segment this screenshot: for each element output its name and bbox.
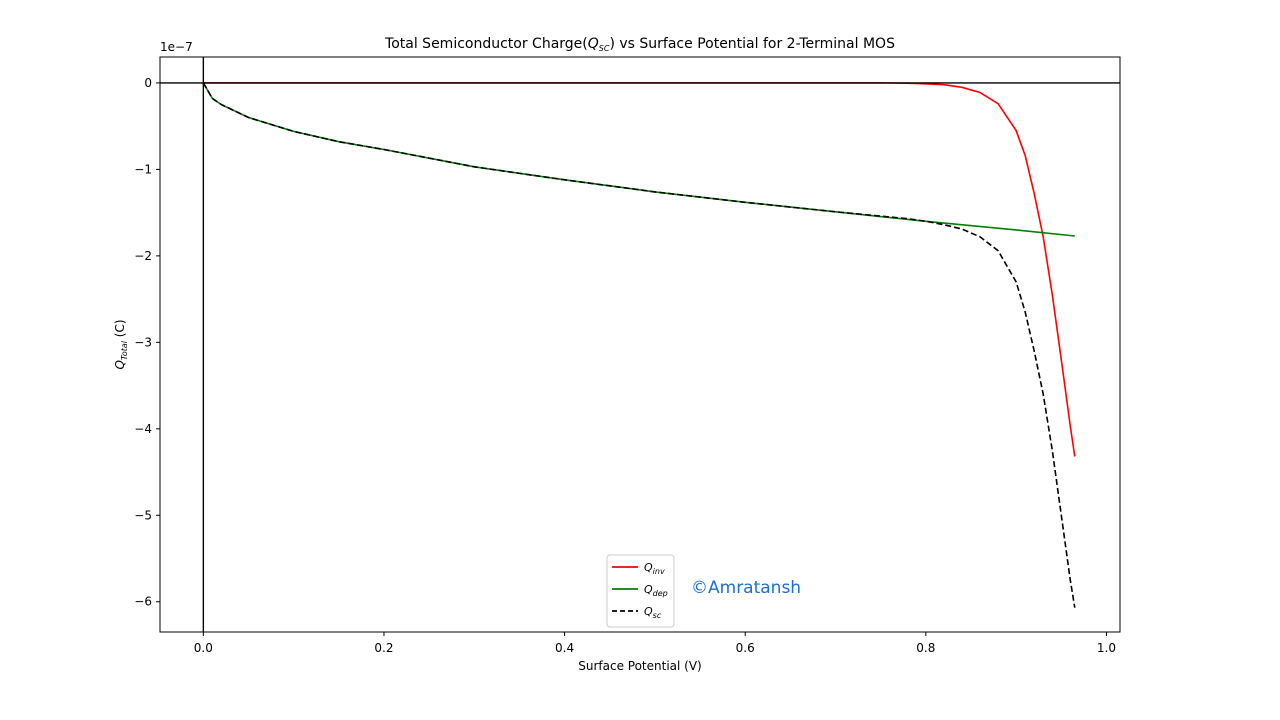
legend-box (606, 554, 675, 628)
x-tick-label: 1.0 (1097, 641, 1116, 655)
plot-frame (159, 56, 1121, 633)
chart-title: Total Semiconductor Charge(QSC) vs Surfa… (384, 36, 895, 53)
y-axis-label-var: Q (113, 360, 127, 369)
legend-items: Qinv Qdep Qsc (612, 561, 668, 620)
x-axis-label: Surface Potential (V) (578, 659, 702, 673)
chart-title-var: Q (588, 36, 599, 52)
chart-title-sub: SC (599, 44, 610, 53)
legend-label-sc: Qsc (644, 605, 662, 620)
chart-title-main: Total Semiconductor Charge( (384, 36, 588, 52)
y-axis-label-rest: (C) (113, 319, 127, 341)
legend-label-inv: Qinv (644, 561, 665, 576)
x-tick-label: 0.6 (736, 641, 755, 655)
y-tick-label: −1 (134, 162, 152, 176)
y-offset-text: 1e−7 (160, 40, 193, 54)
y-tick-label: 0 (144, 76, 152, 90)
series-line-sc (202, 82, 1076, 608)
legend: Qinv Qdep Qsc (606, 554, 675, 628)
x-tick-label: 0.2 (374, 641, 393, 655)
watermark: ©Amratansh (691, 578, 801, 598)
x-tick-label: 0.0 (194, 641, 213, 655)
x-axis-ticks: 0.0 0.2 0.4 0.6 0.8 1.0 (194, 632, 1116, 655)
y-axis-label: QTotal (C) (113, 319, 129, 369)
chart-title-rest: ) vs Surface Potential for 2-Terminal MO… (609, 36, 895, 52)
y-axis-ticks: 0 −1 −2 −3 −4 −5 −6 (134, 76, 160, 609)
y-axis-label-sub: Total (120, 340, 129, 360)
reference-lines (160, 57, 1120, 632)
y-tick-label: −3 (134, 335, 152, 349)
x-tick-label: 0.8 (916, 641, 935, 655)
legend-label-dep: Qdep (644, 583, 668, 598)
y-tick-label: −2 (134, 249, 152, 263)
y-tick-label: −5 (134, 508, 152, 522)
x-tick-label: 0.4 (555, 641, 574, 655)
y-tick-label: −6 (134, 595, 152, 609)
y-tick-label: −4 (134, 422, 152, 436)
